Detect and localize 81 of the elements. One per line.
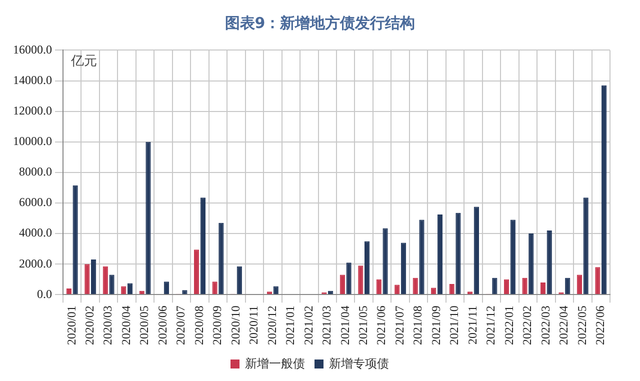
bar: [164, 282, 170, 294]
bar: [346, 262, 352, 294]
legend-label: 新增一般债: [245, 356, 305, 370]
bar: [456, 212, 461, 294]
x-tick-label: 2020/09: [210, 306, 224, 346]
bar: [200, 198, 206, 294]
x-tick-label: 2021/09: [428, 306, 443, 346]
x-tick-label: 2020/06: [155, 306, 170, 346]
y-tick-label: 4000.0: [19, 226, 52, 240]
bar: [340, 274, 345, 294]
chart-title: 图表9：新增地方债发行结构: [224, 13, 416, 34]
bar: [382, 228, 388, 294]
x-tick-label: 2022/02: [520, 306, 534, 346]
x-tick-label: 2020/07: [174, 306, 188, 346]
bar: [109, 274, 114, 294]
x-tick-label: 2022/05: [574, 306, 589, 346]
x-tick-label: 2020/11: [246, 306, 261, 345]
x-tick-label: 2021/04: [338, 306, 352, 346]
x-tick-label: 2021/10: [447, 306, 462, 346]
bar: [146, 142, 151, 294]
bar: [218, 222, 224, 294]
x-tick-label: 2020/01: [64, 306, 78, 346]
bar: [236, 266, 242, 294]
x-tick-label: 2020/10: [228, 306, 242, 346]
y-tick-label: 10000.0: [13, 134, 52, 148]
bar: [546, 230, 552, 294]
bar: [102, 266, 108, 294]
y-tick-label: 8000.0: [19, 164, 52, 179]
x-tick-label: 2021/12: [484, 306, 498, 346]
x-tick-label: 2022/01: [502, 306, 516, 346]
bar: [358, 266, 364, 294]
bar: [437, 214, 443, 294]
bar: [376, 279, 382, 294]
x-tick-label: 2020/03: [100, 306, 115, 346]
bar: [510, 220, 516, 294]
bar: [394, 284, 400, 294]
x-tick-label: 2020/08: [192, 306, 206, 346]
x-tick-label: 2021/02: [301, 306, 316, 346]
x-tick-label: 2021/11: [465, 306, 480, 345]
bar: [522, 278, 528, 294]
y-tick-label: 14000.0: [13, 72, 52, 87]
bar: [212, 282, 218, 294]
bar: [400, 242, 406, 294]
x-tick-label: 2021/03: [320, 306, 334, 346]
x-tick-label: 2021/01: [283, 306, 298, 346]
x-tick-label: 2020/12: [264, 306, 279, 346]
legend-label: 新增专项债: [329, 356, 389, 370]
x-tick-label: 2020/05: [137, 306, 152, 346]
bar: [595, 267, 600, 294]
bar: [474, 206, 479, 294]
x-tick-label: 2022/04: [556, 306, 571, 346]
x-tick-label: 2022/06: [593, 306, 608, 346]
bar: [194, 250, 200, 294]
x-tick-label: 2021/06: [374, 306, 388, 346]
x-tick-label: 2021/07: [392, 306, 406, 346]
bar: [565, 278, 570, 294]
bar: [528, 234, 534, 294]
x-tick-label: 2021/08: [410, 306, 425, 346]
y-tick-label: 12000.0: [13, 103, 52, 118]
bar: [576, 274, 582, 294]
bar: [583, 198, 588, 294]
bar: [419, 220, 424, 294]
x-tick-label: 2020/04: [118, 306, 133, 346]
x-tick-label: 2020/02: [82, 306, 97, 346]
x-tick-label: 2021/05: [356, 306, 370, 346]
y-tick-label: 6000.0: [19, 195, 52, 210]
bar: [602, 85, 607, 294]
y-axis-title: 亿元: [70, 54, 97, 70]
y-tick-label: 0.0: [37, 286, 52, 301]
y-tick-label: 16000.0: [13, 42, 52, 56]
bar: [72, 185, 78, 294]
bar: [364, 241, 370, 294]
bar: [492, 278, 498, 294]
bar: [449, 284, 454, 294]
bar: [412, 278, 418, 294]
bar: [90, 260, 96, 294]
bar: [504, 279, 510, 294]
y-tick-label: 2000.0: [19, 256, 52, 270]
bar: [84, 264, 90, 294]
bar: [540, 282, 546, 294]
x-tick-label: 2022/03: [538, 306, 552, 346]
